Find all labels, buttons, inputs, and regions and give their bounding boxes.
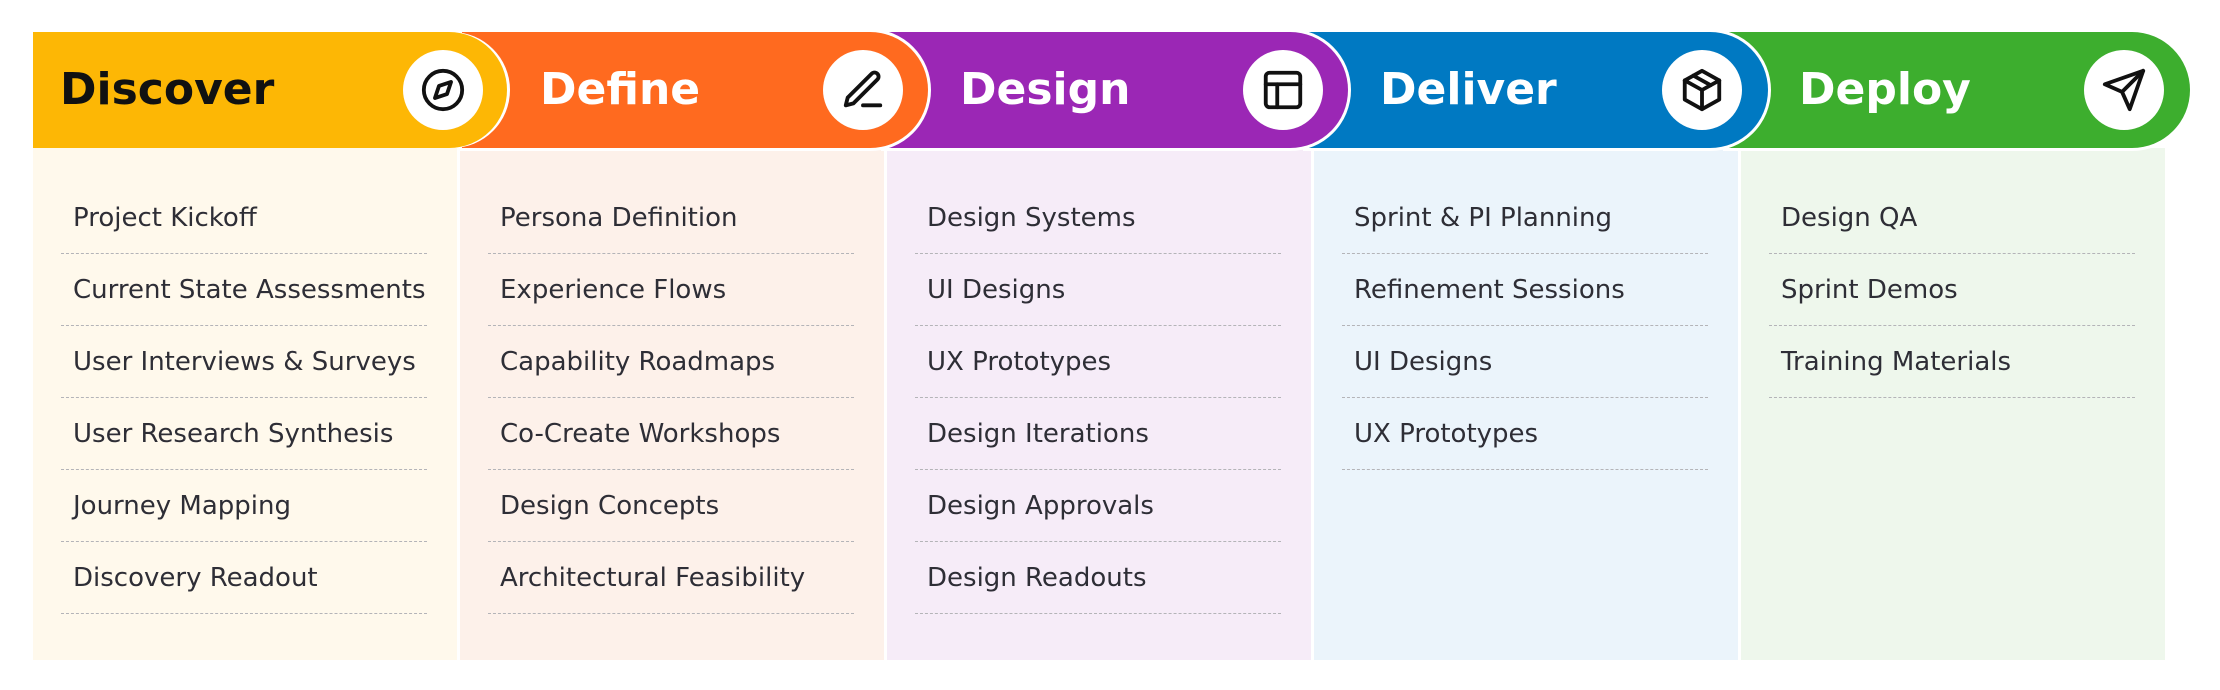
pen-icon xyxy=(823,50,903,130)
compass-icon xyxy=(403,50,483,130)
deliver-tab: Deliver xyxy=(1306,32,1768,148)
define-title: Define xyxy=(540,64,701,115)
list-item: Capability Roadmaps xyxy=(488,326,854,398)
deliver-column: Sprint & PI Planning Refinement Sessions… xyxy=(1314,148,1738,660)
list-item: Refinement Sessions xyxy=(1342,254,1708,326)
list-item: Architectural Feasibility xyxy=(488,542,854,614)
list-item: Experience Flows xyxy=(488,254,854,326)
list-item: Sprint & PI Planning xyxy=(1342,182,1708,254)
list-item: Design Iterations xyxy=(915,398,1281,470)
list-item: Co-Create Workshops xyxy=(488,398,854,470)
list-item: Journey Mapping xyxy=(61,470,427,542)
design-tab: Design xyxy=(884,32,1348,148)
list-item: Design Approvals xyxy=(915,470,1281,542)
list-item: Design Readouts xyxy=(915,542,1281,614)
discover-tab: Discover xyxy=(33,32,507,148)
list-item: Design Systems xyxy=(915,182,1281,254)
list-item: Training Materials xyxy=(1769,326,2135,398)
discover-column: Project Kickoff Current State Assessment… xyxy=(33,148,457,660)
list-item: Design QA xyxy=(1769,182,2135,254)
list-item: Discovery Readout xyxy=(61,542,427,614)
design-title: Design xyxy=(960,64,1131,115)
deploy-column: Design QA Sprint Demos Training Material… xyxy=(1741,148,2165,660)
package-icon xyxy=(1662,50,1742,130)
list-item: Persona Definition xyxy=(488,182,854,254)
discover-title: Discover xyxy=(60,64,275,115)
deploy-tab: Deploy xyxy=(1726,32,2190,148)
list-item: User Interviews & Surveys xyxy=(61,326,427,398)
list-item: UI Designs xyxy=(1342,326,1708,398)
list-item: User Research Synthesis xyxy=(61,398,427,470)
list-item: UX Prototypes xyxy=(915,326,1281,398)
send-icon xyxy=(2084,50,2164,130)
define-tab: Define xyxy=(462,32,928,148)
define-column: Persona Definition Experience Flows Capa… xyxy=(460,148,884,660)
deliver-title: Deliver xyxy=(1380,64,1557,115)
list-item: Project Kickoff xyxy=(61,182,427,254)
list-item: UI Designs xyxy=(915,254,1281,326)
list-item: Sprint Demos xyxy=(1769,254,2135,326)
list-item: Current State Assessments xyxy=(61,254,427,326)
list-item: UX Prototypes xyxy=(1342,398,1708,470)
list-item: Design Concepts xyxy=(488,470,854,542)
layout-icon xyxy=(1243,50,1323,130)
deploy-title: Deploy xyxy=(1799,64,1971,115)
design-column: Design Systems UI Designs UX Prototypes … xyxy=(887,148,1311,660)
